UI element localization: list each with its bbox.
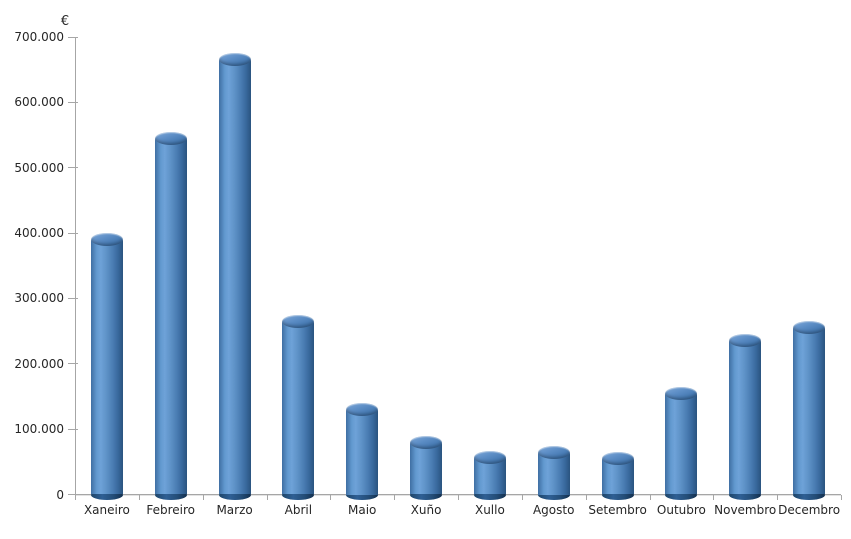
x-axis-label-outubro: Outubro — [656, 503, 706, 517]
y-tick-label: 500.000 — [14, 160, 64, 175]
x-tick-mark — [394, 495, 396, 500]
bar-top-cap-outubro — [665, 386, 698, 400]
x-tick-mark — [585, 495, 587, 500]
bar-decembro — [793, 327, 826, 495]
bar-bottom-cap-xuo — [410, 489, 443, 500]
bar-bottom-cap-xaneiro — [90, 489, 123, 500]
bar-outubro — [665, 393, 698, 495]
bar-top-cap-setembro — [601, 452, 634, 466]
x-axis-label-abril: Abril — [284, 503, 313, 517]
bar-agosto — [537, 452, 570, 495]
y-tick-label: 100.000 — [14, 422, 64, 437]
y-tick-label: 0 — [56, 487, 64, 502]
bar-top-cap-decembro — [793, 321, 826, 335]
y-tick-mark — [68, 167, 78, 169]
x-axis-label-setembro: Setembro — [588, 503, 647, 517]
x-tick-mark — [75, 495, 76, 500]
bar-top-cap-xaneiro — [90, 233, 123, 247]
bar-top-cap-agosto — [537, 445, 570, 459]
bar-bottom-cap-marzo — [218, 489, 251, 500]
bar-bottom-cap-agosto — [537, 489, 570, 500]
y-tick-mark — [68, 232, 78, 234]
bar-bottom-cap-decembro — [793, 489, 826, 500]
x-tick-mark — [202, 495, 204, 500]
x-tick-mark — [841, 495, 842, 500]
x-tick-mark — [521, 495, 523, 500]
bar-novembro — [729, 340, 762, 495]
x-axis-label-maio: Maio — [348, 503, 377, 517]
y-tick-label: 400.000 — [14, 226, 64, 241]
bar-bottom-cap-novembro — [729, 489, 762, 500]
bar-maio — [346, 409, 379, 495]
x-axis-label-agosto: Agosto — [532, 503, 575, 517]
bar-bottom-cap-febreiro — [154, 489, 187, 500]
y-tick-label: 300.000 — [14, 291, 64, 306]
x-tick-mark — [330, 495, 332, 500]
x-axis-label-xullo: Xullo — [474, 503, 505, 517]
x-tick-mark — [777, 495, 779, 500]
bar-bottom-cap-maio — [346, 489, 379, 500]
x-axis-label-marzo: Marzo — [216, 503, 253, 517]
y-tick-mark — [68, 494, 78, 495]
x-axis-label-novembro: Novembro — [714, 503, 777, 517]
x-tick-mark — [266, 495, 268, 500]
x-axis-label-decembro: Decembro — [778, 503, 841, 517]
bar-bottom-cap-xullo — [473, 489, 506, 500]
x-tick-mark — [713, 495, 715, 500]
x-tick-mark — [649, 495, 651, 500]
y-tick-mark — [68, 363, 78, 365]
y-tick-label: 200.000 — [14, 356, 64, 371]
x-tick-mark — [458, 495, 459, 500]
y-axis-unit-label: € — [60, 14, 70, 29]
bar-marzo — [218, 59, 251, 495]
y-axis-line — [75, 37, 76, 495]
y-tick-label: 600.000 — [14, 95, 64, 110]
bar-top-cap-maio — [346, 403, 379, 416]
bar-bottom-cap-abril — [282, 489, 315, 500]
x-axis-label-xaneiro: Xaneiro — [83, 503, 130, 517]
y-tick-mark — [68, 101, 78, 103]
bar-febreiro — [154, 138, 187, 495]
y-tick-mark — [68, 297, 78, 299]
bar-top-cap-febreiro — [154, 131, 187, 145]
bar-abril — [282, 321, 315, 495]
bar-top-cap-xuo — [410, 435, 443, 449]
bar-top-cap-xullo — [473, 450, 506, 464]
y-tick-mark — [68, 428, 78, 430]
bar-bottom-cap-outubro — [665, 489, 698, 500]
bar-xuo — [410, 442, 443, 495]
bar-top-cap-abril — [282, 314, 315, 328]
x-axis-label-xuo: Xuño — [410, 503, 442, 517]
bar-bottom-cap-setembro — [601, 489, 634, 500]
bar-top-cap-marzo — [218, 53, 251, 67]
x-tick-mark — [138, 495, 140, 500]
y-tick-mark — [68, 36, 78, 38]
bar-xaneiro — [90, 239, 123, 495]
x-axis-line — [75, 494, 841, 495]
y-tick-label: 700.000 — [14, 30, 64, 44]
bar-top-cap-novembro — [729, 334, 762, 348]
x-axis-label-febreiro: Febreiro — [146, 503, 196, 517]
